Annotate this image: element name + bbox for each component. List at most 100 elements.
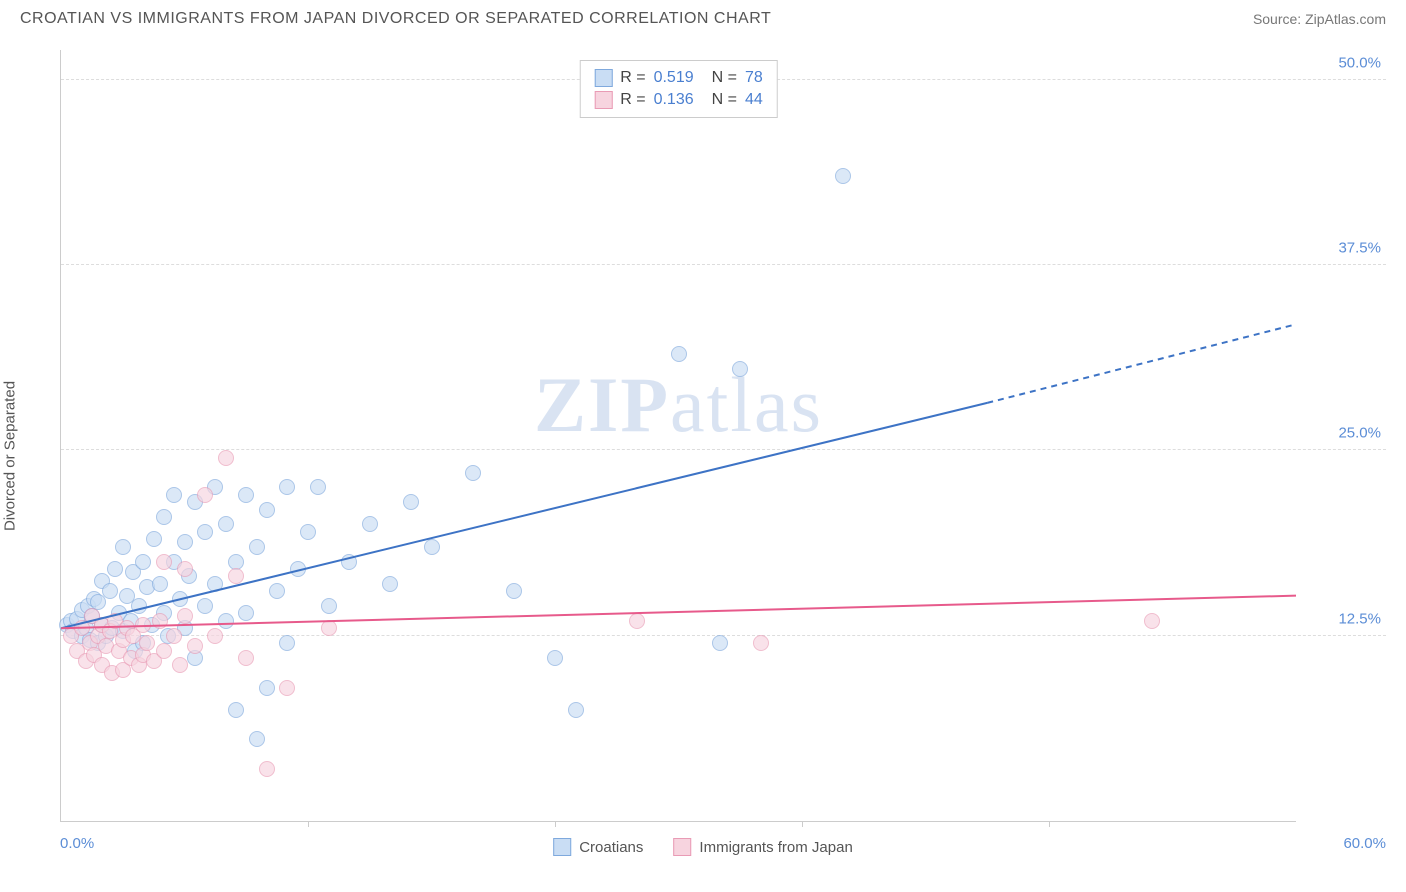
chart-title: CROATIAN VS IMMIGRANTS FROM JAPAN DIVORC… — [20, 10, 771, 28]
data-point — [279, 635, 295, 651]
data-point — [362, 516, 378, 532]
plot-area: ZIPatlas R =0.519N =78R =0.136N =44 12.5… — [60, 50, 1296, 822]
watermark: ZIPatlas — [534, 360, 823, 450]
data-point — [166, 628, 182, 644]
data-point — [1144, 613, 1160, 629]
gridline — [61, 264, 1386, 265]
source-attribution: Source: ZipAtlas.com — [1253, 11, 1386, 27]
x-tick — [1049, 821, 1050, 827]
data-point — [753, 635, 769, 651]
data-point — [506, 583, 522, 599]
data-point — [300, 524, 316, 540]
data-point — [156, 643, 172, 659]
data-point — [321, 598, 337, 614]
r-value: 0.136 — [654, 91, 694, 109]
data-point — [197, 524, 213, 540]
data-point — [207, 628, 223, 644]
n-label: N = — [712, 91, 737, 109]
data-point — [131, 598, 147, 614]
data-point — [712, 635, 728, 651]
stats-legend-row: R = 0.519 N = 78 — [594, 67, 763, 89]
y-tick-label: 25.0% — [1338, 425, 1381, 442]
watermark-zip: ZIP — [534, 361, 670, 448]
source-link[interactable]: ZipAtlas.com — [1305, 11, 1386, 27]
n-value: 44 — [745, 91, 763, 109]
chart-container: Divorced or Separated ZIPatlas R =0.519N… — [20, 40, 1386, 872]
data-point — [177, 561, 193, 577]
x-tick — [308, 821, 309, 827]
data-point — [156, 509, 172, 525]
data-point — [629, 613, 645, 629]
data-point — [835, 168, 851, 184]
data-point — [238, 650, 254, 666]
data-point — [152, 576, 168, 592]
data-point — [228, 702, 244, 718]
data-point — [465, 465, 481, 481]
x-min-label: 0.0% — [60, 835, 94, 852]
stats-legend: R = 0.519 N = 78 R = 0.136 N = 44 — [579, 60, 778, 118]
data-point — [207, 576, 223, 592]
series-legend: Croatians Immigrants from Japan — [553, 838, 853, 856]
data-point — [228, 554, 244, 570]
stats-legend-row: R = 0.136 N = 44 — [594, 89, 763, 111]
data-point — [249, 539, 265, 555]
data-point — [341, 554, 357, 570]
data-point — [197, 598, 213, 614]
data-point — [218, 450, 234, 466]
data-point — [238, 605, 254, 621]
data-point — [156, 554, 172, 570]
legend-label: Immigrants from Japan — [699, 839, 852, 856]
legend-label: Croatians — [579, 839, 643, 856]
n-value: 78 — [745, 69, 763, 87]
data-point — [135, 554, 151, 570]
legend-swatch — [553, 838, 571, 856]
data-point — [259, 680, 275, 696]
legend-item: Immigrants from Japan — [673, 838, 852, 856]
data-point — [172, 591, 188, 607]
data-point — [177, 608, 193, 624]
data-point — [259, 502, 275, 518]
data-point — [102, 583, 118, 599]
x-tick — [555, 821, 556, 827]
data-point — [166, 487, 182, 503]
data-point — [732, 361, 748, 377]
data-point — [177, 534, 193, 550]
r-label: R = — [620, 91, 645, 109]
n-label: N = — [712, 69, 737, 87]
data-point — [218, 613, 234, 629]
r-value: 0.519 — [654, 69, 694, 87]
source-label: Source: — [1253, 11, 1301, 27]
data-point — [218, 516, 234, 532]
data-point — [279, 479, 295, 495]
legend-swatch — [594, 69, 612, 87]
data-point — [152, 613, 168, 629]
r-label: R = — [620, 69, 645, 87]
x-max-label: 60.0% — [1343, 835, 1386, 852]
data-point — [547, 650, 563, 666]
data-point — [139, 635, 155, 651]
data-point — [197, 487, 213, 503]
data-point — [568, 702, 584, 718]
data-point — [259, 761, 275, 777]
y-tick-label: 50.0% — [1338, 54, 1381, 71]
data-point — [172, 657, 188, 673]
data-point — [249, 731, 265, 747]
data-point — [228, 568, 244, 584]
data-point — [146, 531, 162, 547]
data-point — [403, 494, 419, 510]
data-point — [279, 680, 295, 696]
legend-swatch — [673, 838, 691, 856]
x-tick — [802, 821, 803, 827]
data-point — [187, 638, 203, 654]
y-axis-label: Divorced or Separated — [2, 381, 19, 531]
data-point — [238, 487, 254, 503]
data-point — [424, 539, 440, 555]
data-point — [290, 561, 306, 577]
legend-swatch — [594, 91, 612, 109]
data-point — [135, 617, 151, 633]
data-point — [310, 479, 326, 495]
data-point — [107, 561, 123, 577]
data-point — [115, 539, 131, 555]
data-point — [321, 620, 337, 636]
data-point — [269, 583, 285, 599]
